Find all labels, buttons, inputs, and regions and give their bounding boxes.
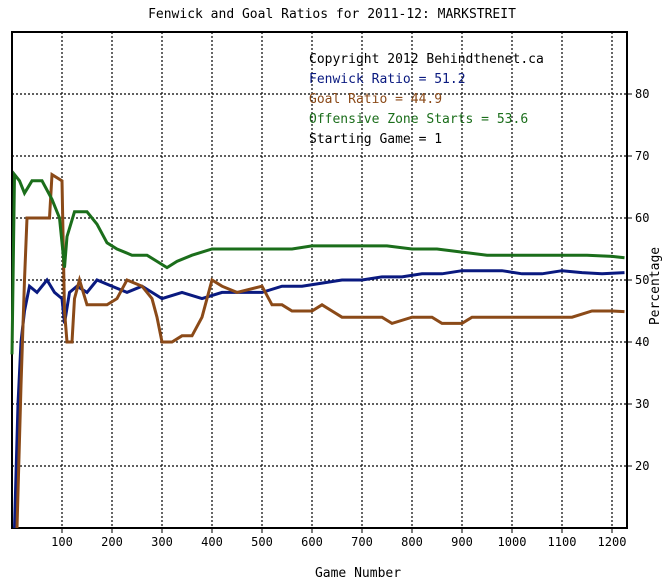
y-tick-label: 50 bbox=[635, 273, 649, 287]
legend-annotation: Goal Ratio = 44.9 bbox=[309, 92, 442, 107]
legend-annotation: Starting Game = 1 bbox=[309, 132, 442, 147]
y-tick-label: 20 bbox=[635, 459, 649, 473]
legend-annotation: Fenwick Ratio = 51.2 bbox=[309, 72, 466, 87]
series-lines bbox=[10, 170, 625, 529]
x-tick-label: 300 bbox=[151, 535, 173, 549]
y-tick-label: 80 bbox=[635, 87, 649, 101]
offensive-zone-starts-line bbox=[10, 170, 625, 355]
legend-annotation: Offensive Zone Starts = 53.6 bbox=[309, 112, 528, 127]
x-tick-label: 200 bbox=[101, 535, 123, 549]
y-tick-label: 40 bbox=[635, 335, 649, 349]
gridlines bbox=[12, 32, 627, 528]
y-tick-label: 60 bbox=[635, 211, 649, 225]
x-tick-label: 100 bbox=[51, 535, 73, 549]
legend-annotations: Copyright 2012 Behindthenet.ca Fenwick Ra… bbox=[309, 52, 544, 147]
x-tick-label: 500 bbox=[251, 535, 273, 549]
x-tick-label: 1100 bbox=[548, 535, 577, 549]
x-tick-label: 700 bbox=[351, 535, 373, 549]
x-tick-label: 600 bbox=[301, 535, 323, 549]
x-axis-label: Game Number bbox=[315, 566, 401, 580]
x-tick-label: 1200 bbox=[598, 535, 627, 549]
x-tick-label: 900 bbox=[451, 535, 473, 549]
y-tick-label: 70 bbox=[635, 149, 649, 163]
x-axis-ticks: 100 200 300 400 500 600 700 800 900 1000 1100 1200 bbox=[51, 528, 626, 549]
goal-ratio-line bbox=[15, 171, 625, 529]
x-tick-label: 1000 bbox=[498, 535, 527, 549]
chart-title: Fenwick and Goal Ratios for 2011-12: MAR… bbox=[148, 7, 516, 22]
x-tick-label: 400 bbox=[201, 535, 223, 549]
y-axis-ticks: 20 30 40 50 60 70 80 bbox=[627, 87, 649, 473]
x-tick-label: 800 bbox=[401, 535, 423, 549]
fenwick-ratio-line bbox=[13, 269, 625, 529]
y-tick-label: 30 bbox=[635, 397, 649, 411]
y-axis-label: Percentage bbox=[648, 247, 663, 325]
legend-annotation: Copyright 2012 Behindthenet.ca bbox=[309, 52, 544, 67]
